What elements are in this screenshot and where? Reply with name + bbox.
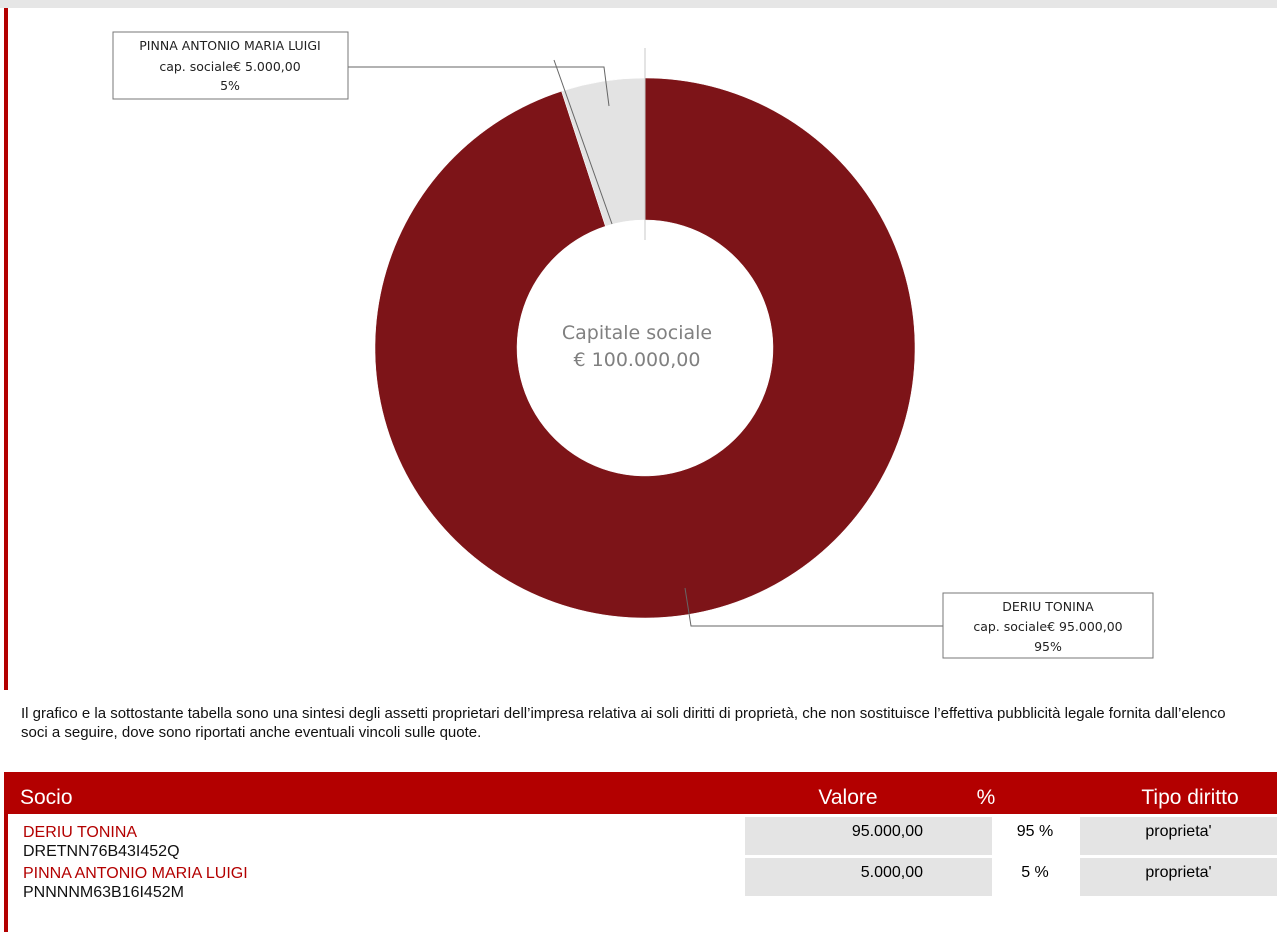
callout-deriu-amount: cap. sociale€ 95.000,00 xyxy=(973,619,1122,634)
percent-cell: 5 % xyxy=(992,858,1078,896)
socio-name-link[interactable]: PINNA ANTONIO MARIA LUIGI xyxy=(23,865,248,882)
valore-cell: 5.000,00 xyxy=(745,858,992,896)
percent-value: 5 % xyxy=(1021,864,1049,881)
callout-deriu-percent: 95% xyxy=(1034,639,1062,654)
socio-cell: DERIU TONINA DRETNN76B43I452Q xyxy=(23,823,180,861)
donut-slice-deriu-tonina xyxy=(374,77,916,619)
shareholders-table: Socio Valore % Tipo diritto DERIU TONINA… xyxy=(8,772,1277,901)
table-row: PINNA ANTONIO MARIA LUIGI PNNNNM63B16I45… xyxy=(8,858,1277,901)
socio-fiscal-code: DRETNN76B43I452Q xyxy=(23,843,180,860)
capital-donut-chart: Capitale sociale € 100.000,00 PINNA ANTO… xyxy=(112,31,1154,659)
header-socio: Socio xyxy=(20,786,73,809)
top-bar xyxy=(0,0,1277,8)
tipo-value: proprieta' xyxy=(1145,823,1212,840)
leader-line-pinna xyxy=(348,66,610,107)
tipo-value: proprieta' xyxy=(1145,864,1212,881)
left-accent-rule-lower xyxy=(4,772,8,932)
callout-pinna: PINNA ANTONIO MARIA LUIGI cap. sociale€ … xyxy=(112,31,349,100)
table-row: DERIU TONINA DRETNN76B43I452Q 95.000,00 … xyxy=(8,817,1277,860)
callout-deriu-name: DERIU TONINA xyxy=(1002,599,1094,614)
percent-cell: 95 % xyxy=(992,817,1078,855)
header-percent: % xyxy=(976,786,996,809)
socio-name-link[interactable]: DERIU TONINA xyxy=(23,824,138,841)
valore-value: 95.000,00 xyxy=(851,823,923,840)
callout-pinna-amount: cap. sociale€ 5.000,00 xyxy=(159,59,300,74)
callout-pinna-name: PINNA ANTONIO MARIA LUIGI xyxy=(139,38,320,53)
tipo-cell: proprieta' xyxy=(1080,858,1277,896)
leader-line-deriu xyxy=(684,587,943,627)
left-accent-rule xyxy=(4,8,8,690)
tipo-cell: proprieta' xyxy=(1080,817,1277,855)
callout-pinna-percent: 5% xyxy=(220,78,240,93)
table-header: Socio Valore % Tipo diritto xyxy=(8,772,1277,814)
center-label-title: Capitale sociale xyxy=(562,322,712,344)
valore-value: 5.000,00 xyxy=(860,864,923,881)
callout-deriu: DERIU TONINA cap. sociale€ 95.000,00 95% xyxy=(942,592,1154,659)
valore-cell: 95.000,00 xyxy=(745,817,992,855)
header-valore: Valore xyxy=(818,786,878,809)
percent-value: 95 % xyxy=(1016,823,1054,840)
center-label-value: € 100.000,00 xyxy=(574,349,701,371)
socio-fiscal-code: PNNNNM63B16I452M xyxy=(23,884,184,901)
leader-line-pinna-radial xyxy=(553,59,613,225)
socio-cell: PINNA ANTONIO MARIA LUIGI PNNNNM63B16I45… xyxy=(23,864,248,902)
ownership-disclaimer: Il grafico e la sottostante tabella sono… xyxy=(21,705,1226,741)
header-tipo-diritto: Tipo diritto xyxy=(1141,786,1239,809)
